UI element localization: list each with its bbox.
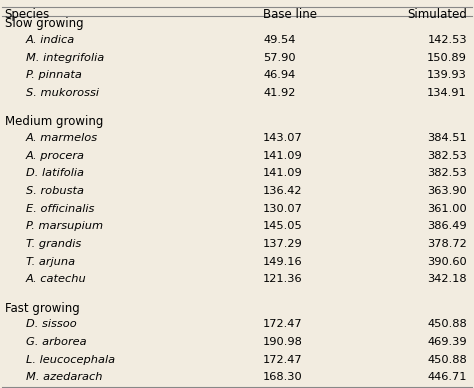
Text: 446.71: 446.71 xyxy=(428,372,467,382)
Text: 145.05: 145.05 xyxy=(263,222,303,231)
Text: T. grandis: T. grandis xyxy=(26,239,82,249)
Text: 378.72: 378.72 xyxy=(427,239,467,249)
Text: 149.16: 149.16 xyxy=(263,257,303,267)
Text: P. pinnata: P. pinnata xyxy=(26,71,82,80)
Text: 141.09: 141.09 xyxy=(263,151,303,161)
Text: 172.47: 172.47 xyxy=(263,355,303,365)
Text: 137.29: 137.29 xyxy=(263,239,303,249)
Text: G. arborea: G. arborea xyxy=(26,337,87,347)
Text: 46.94: 46.94 xyxy=(263,71,295,80)
Text: 390.60: 390.60 xyxy=(427,257,467,267)
Text: 41.92: 41.92 xyxy=(263,88,295,98)
Text: D. sissoo: D. sissoo xyxy=(26,319,77,329)
Text: E. officinalis: E. officinalis xyxy=(26,204,94,214)
Text: 141.09: 141.09 xyxy=(263,168,303,178)
Text: 386.49: 386.49 xyxy=(427,222,467,231)
Text: Fast growing: Fast growing xyxy=(5,302,80,315)
Text: 361.00: 361.00 xyxy=(427,204,467,214)
Text: 382.53: 382.53 xyxy=(427,151,467,161)
Text: A. procera: A. procera xyxy=(26,151,85,161)
Text: S. mukorossi: S. mukorossi xyxy=(26,88,99,98)
Text: L. leucocephala: L. leucocephala xyxy=(26,355,115,365)
Text: 469.39: 469.39 xyxy=(427,337,467,347)
Text: 363.90: 363.90 xyxy=(427,186,467,196)
Text: Medium growing: Medium growing xyxy=(5,116,103,128)
Text: 121.36: 121.36 xyxy=(263,274,303,284)
Text: A. catechu: A. catechu xyxy=(26,274,87,284)
Text: 168.30: 168.30 xyxy=(263,372,303,382)
Text: S. robusta: S. robusta xyxy=(26,186,84,196)
Text: A. marmelos: A. marmelos xyxy=(26,133,98,143)
Text: 136.42: 136.42 xyxy=(263,186,302,196)
Text: 143.07: 143.07 xyxy=(263,133,303,143)
Text: 172.47: 172.47 xyxy=(263,319,303,329)
Text: 150.89: 150.89 xyxy=(427,53,467,63)
Text: 142.53: 142.53 xyxy=(427,35,467,45)
Text: 450.88: 450.88 xyxy=(427,319,467,329)
Text: 49.54: 49.54 xyxy=(263,35,295,45)
Text: Slow growing: Slow growing xyxy=(5,17,83,31)
Text: 134.91: 134.91 xyxy=(427,88,467,98)
Text: 382.53: 382.53 xyxy=(427,168,467,178)
Text: M. azedarach: M. azedarach xyxy=(26,372,102,382)
Text: 450.88: 450.88 xyxy=(427,355,467,365)
Text: 384.51: 384.51 xyxy=(427,133,467,143)
Text: Species: Species xyxy=(5,8,50,21)
Text: 139.93: 139.93 xyxy=(427,71,467,80)
Text: 190.98: 190.98 xyxy=(263,337,303,347)
Text: T. arjuna: T. arjuna xyxy=(26,257,75,267)
Text: Simulated: Simulated xyxy=(407,8,467,21)
Text: 342.18: 342.18 xyxy=(427,274,467,284)
Text: 130.07: 130.07 xyxy=(263,204,303,214)
Text: 57.90: 57.90 xyxy=(263,53,296,63)
Text: P. marsupium: P. marsupium xyxy=(26,222,103,231)
Text: Base line: Base line xyxy=(263,8,317,21)
Text: D. latifolia: D. latifolia xyxy=(26,168,84,178)
Text: M. integrifolia: M. integrifolia xyxy=(26,53,104,63)
Text: A. indica: A. indica xyxy=(26,35,75,45)
